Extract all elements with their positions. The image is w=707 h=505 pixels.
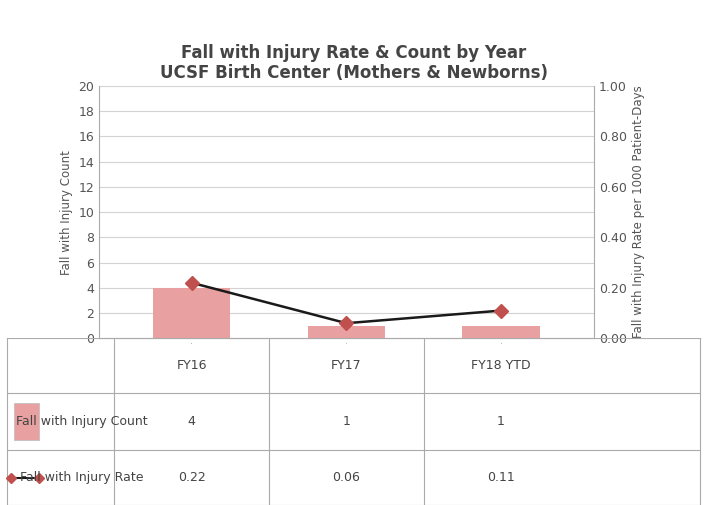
Text: FY17: FY17 (331, 360, 362, 372)
Text: FY18 YTD: FY18 YTD (472, 360, 531, 372)
Bar (14, 403, 39, 440)
Y-axis label: Fall with Injury Count: Fall with Injury Count (59, 149, 73, 275)
Text: FY16: FY16 (177, 360, 207, 372)
Bar (153, 288, 230, 338)
Bar (308, 326, 385, 338)
Text: 1: 1 (342, 415, 351, 428)
Text: 0.22: 0.22 (178, 471, 206, 484)
Text: 4: 4 (188, 415, 196, 428)
Y-axis label: Fall with Injury Rate per 1000 Patient-Days: Fall with Injury Rate per 1000 Patient-D… (632, 86, 645, 338)
Bar (462, 326, 539, 338)
Text: Fall with Injury Rate: Fall with Injury Rate (21, 471, 144, 484)
Text: 0.11: 0.11 (487, 471, 515, 484)
Text: 0.06: 0.06 (332, 471, 361, 484)
Text: 1: 1 (497, 415, 505, 428)
Text: Fall with Injury Rate & Count by Year: Fall with Injury Rate & Count by Year (181, 44, 526, 62)
Text: Fall with Injury Count: Fall with Injury Count (16, 415, 148, 428)
Text: UCSF Birth Center (Mothers & Newborns): UCSF Birth Center (Mothers & Newborns) (160, 64, 547, 82)
